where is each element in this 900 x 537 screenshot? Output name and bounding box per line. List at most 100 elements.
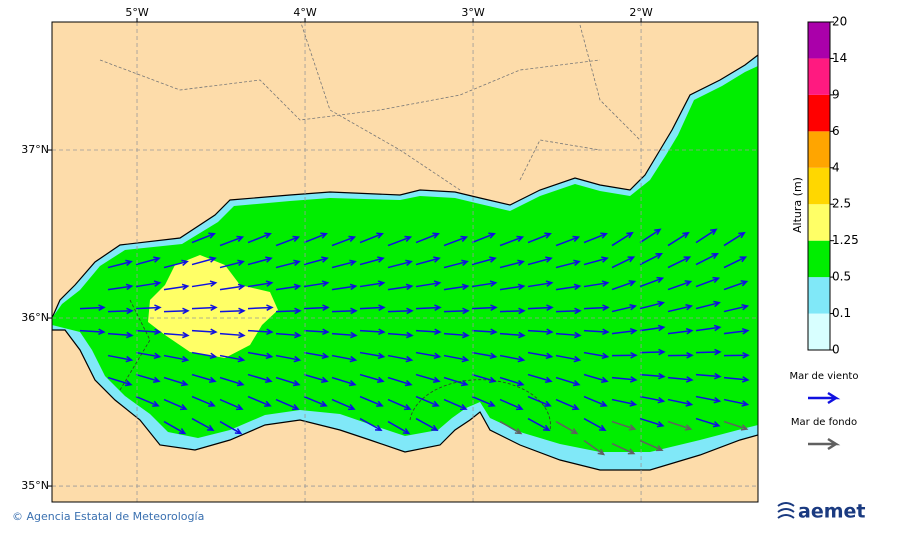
arrow bbox=[611, 376, 638, 383]
arrow bbox=[359, 304, 386, 311]
arrow bbox=[443, 283, 470, 291]
arrow bbox=[191, 395, 216, 407]
arrow bbox=[667, 420, 693, 431]
arrow bbox=[387, 376, 413, 387]
arrow bbox=[135, 256, 161, 266]
arrow bbox=[303, 328, 330, 336]
arrow bbox=[303, 232, 328, 244]
arrow bbox=[723, 352, 750, 359]
arrow bbox=[639, 395, 666, 404]
lat-tick-label: 35°N bbox=[21, 479, 49, 492]
arrow bbox=[303, 351, 330, 360]
arrow bbox=[499, 331, 526, 339]
arrow bbox=[303, 395, 328, 407]
colorbar-label: 20 bbox=[832, 15, 847, 29]
arrow bbox=[499, 420, 523, 435]
arrow bbox=[695, 348, 722, 356]
arrow bbox=[667, 280, 693, 291]
colorbar-label: 9 bbox=[832, 87, 840, 101]
arrow bbox=[667, 256, 692, 269]
arrow bbox=[639, 300, 665, 310]
arrow bbox=[331, 283, 358, 291]
colorbar-label: 0.1 bbox=[832, 306, 851, 320]
arrow bbox=[331, 376, 357, 387]
arrow bbox=[723, 398, 750, 407]
arrow bbox=[331, 307, 358, 315]
arrow bbox=[527, 351, 554, 360]
arrow bbox=[499, 398, 524, 411]
arrow bbox=[639, 372, 666, 380]
arrow bbox=[275, 307, 302, 315]
legend: Mar de viento Mar de fondo bbox=[790, 371, 858, 451]
arrow bbox=[555, 259, 581, 269]
arrow bbox=[611, 231, 634, 247]
arrow bbox=[667, 231, 690, 247]
lon-tick-label: 5°W bbox=[125, 6, 148, 19]
arrow bbox=[219, 331, 246, 339]
arrow bbox=[611, 256, 636, 269]
arrow bbox=[191, 417, 215, 431]
arrow bbox=[499, 307, 526, 315]
arrow bbox=[387, 331, 414, 339]
colorbar-frame bbox=[807, 21, 831, 351]
arrow bbox=[471, 373, 497, 384]
colorbar-title: Altura (m) bbox=[791, 177, 804, 233]
arrow bbox=[667, 328, 694, 335]
arrow bbox=[303, 373, 329, 384]
arrow bbox=[163, 398, 188, 411]
arrow bbox=[443, 259, 469, 269]
arrow bbox=[639, 439, 664, 452]
arrow bbox=[275, 331, 302, 339]
lat-tick-label: 36°N bbox=[21, 311, 49, 324]
arrow bbox=[443, 398, 468, 411]
arrow bbox=[415, 417, 439, 431]
arrow bbox=[583, 256, 609, 266]
map-frame bbox=[51, 21, 759, 503]
colorbar-segment bbox=[808, 313, 830, 350]
arrow bbox=[527, 373, 553, 384]
arrow bbox=[583, 395, 608, 407]
arrow bbox=[639, 252, 663, 266]
arrow bbox=[163, 331, 190, 339]
arrow bbox=[163, 259, 189, 269]
colorbar-label: 1.25 bbox=[832, 233, 859, 247]
arrow bbox=[415, 256, 441, 266]
colorbar-segment bbox=[808, 277, 830, 314]
arrow bbox=[135, 373, 161, 384]
arrow bbox=[331, 398, 356, 411]
arrow bbox=[611, 352, 638, 359]
arrow bbox=[359, 256, 385, 266]
arrow bbox=[135, 351, 162, 360]
arrow bbox=[723, 420, 749, 431]
arrow bbox=[275, 235, 301, 247]
arrow bbox=[695, 372, 722, 380]
arrow bbox=[527, 280, 554, 288]
arrow bbox=[247, 304, 274, 311]
arrow bbox=[247, 373, 273, 384]
arrow bbox=[219, 398, 244, 411]
arrow bbox=[471, 232, 496, 244]
arrow bbox=[359, 395, 384, 407]
axes: 5°W 4°W 3°W 2°W 37°N 36°N 35°N bbox=[21, 6, 653, 492]
arrow bbox=[499, 259, 525, 269]
arrow bbox=[667, 398, 694, 407]
arrow bbox=[359, 417, 383, 431]
colorbar-segment bbox=[808, 94, 830, 132]
arrow bbox=[639, 228, 662, 244]
lon-tick-label: 4°W bbox=[293, 6, 316, 19]
arrow bbox=[583, 351, 610, 360]
arrow bbox=[191, 351, 218, 360]
arrow bbox=[247, 328, 274, 336]
arrows bbox=[79, 228, 750, 456]
arrow bbox=[695, 276, 721, 288]
arrow bbox=[275, 398, 300, 411]
arrow bbox=[443, 235, 469, 247]
arrow bbox=[471, 395, 496, 407]
arrow bbox=[611, 304, 638, 313]
arrow bbox=[583, 417, 607, 431]
arrow bbox=[163, 307, 190, 315]
arrow bbox=[331, 259, 357, 269]
arrow bbox=[107, 259, 133, 269]
colorbar-label: 0 bbox=[832, 343, 840, 357]
arrow bbox=[387, 307, 414, 315]
